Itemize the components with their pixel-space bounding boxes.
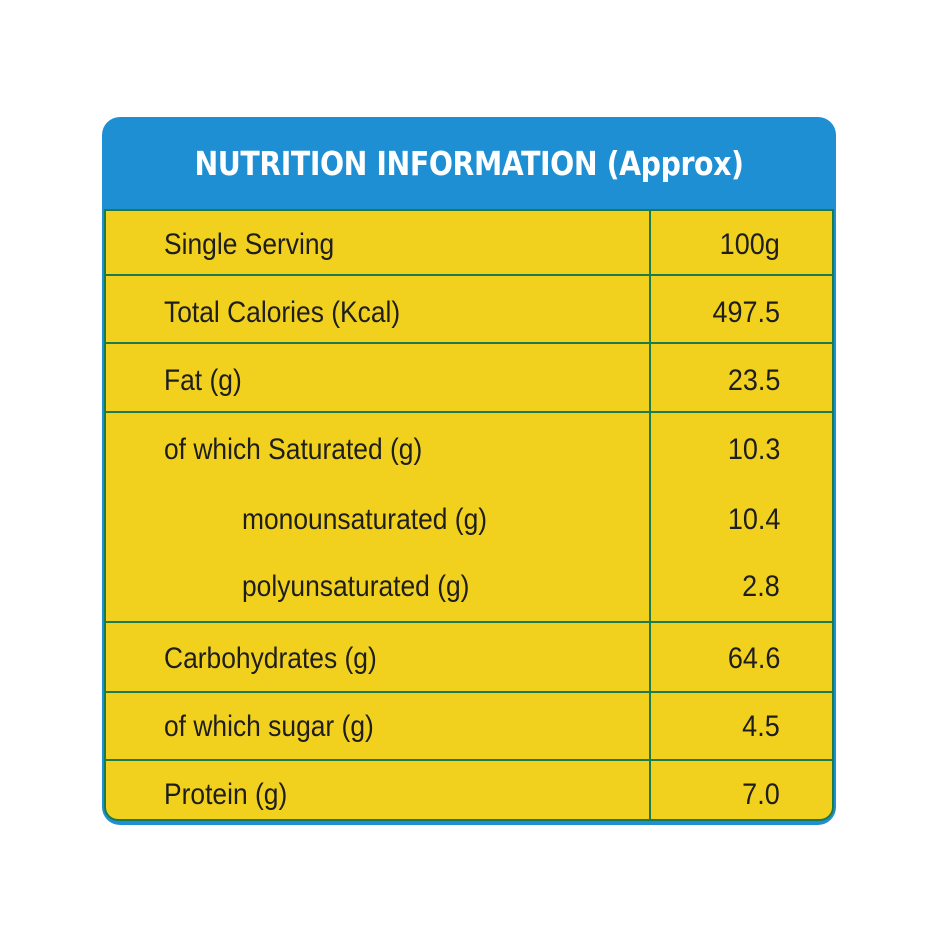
nutrition-table: Single Serving 100g Total Calories (Kcal… (104, 209, 834, 821)
row-value-fat: 23.5 (727, 364, 780, 397)
row-divider (106, 621, 832, 623)
row-value-sugar: 4.5 (742, 710, 780, 743)
row-divider (106, 274, 832, 276)
nutrition-panel: NUTRITION INFORMATION (Approx) Single Se… (102, 117, 836, 825)
row-value-total-calories: 497.5 (712, 296, 780, 329)
row-divider (106, 342, 832, 344)
row-label-fat: Fat (g) (164, 364, 242, 397)
row-divider (106, 691, 832, 693)
row-label-carbohydrates: Carbohydrates (g) (164, 642, 377, 675)
row-value-saturated: 10.3 (727, 433, 780, 466)
row-label-total-calories: Total Calories (Kcal) (164, 296, 401, 329)
nutrition-title: NUTRITION INFORMATION (Approx) (194, 143, 744, 183)
row-value-polyunsaturated: 2.8 (742, 570, 780, 603)
row-value-carbohydrates: 64.6 (727, 642, 780, 675)
row-value-protein: 7.0 (742, 778, 780, 811)
row-label-saturated: of which Saturated (g) (164, 433, 423, 466)
column-divider (649, 211, 651, 819)
row-divider (106, 411, 832, 413)
row-value-single-serving: 100g (719, 228, 780, 261)
row-value-monounsaturated: 10.4 (727, 503, 780, 536)
row-label-monounsaturated: monounsaturated (g) (242, 503, 488, 536)
row-label-sugar: of which sugar (g) (164, 710, 374, 743)
row-label-polyunsaturated: polyunsaturated (g) (242, 570, 470, 603)
row-divider (106, 759, 832, 761)
row-label-single-serving: Single Serving (164, 228, 335, 261)
row-label-protein: Protein (g) (164, 778, 288, 811)
